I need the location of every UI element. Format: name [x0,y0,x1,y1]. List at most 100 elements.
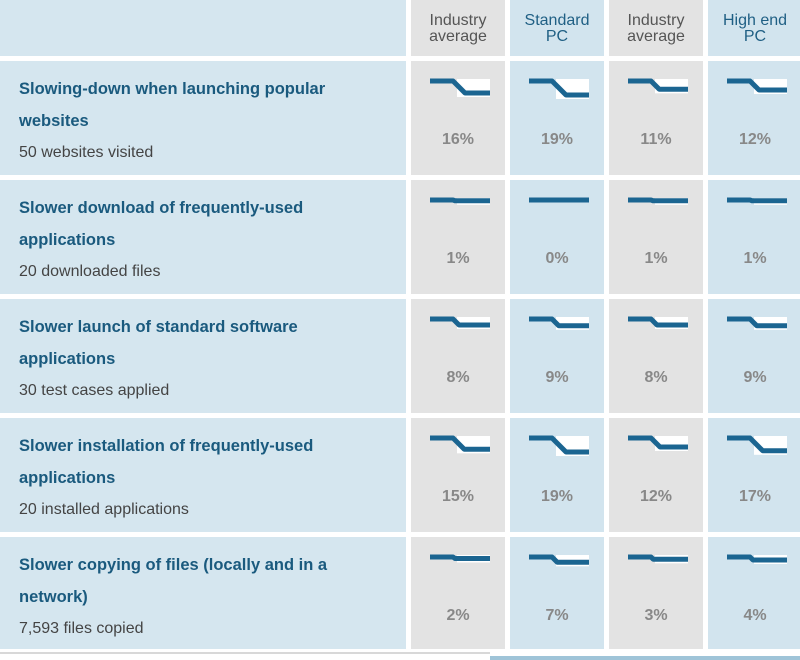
row-title-line1: Slower launch of standard software [19,318,298,336]
slowdown-line [529,316,589,329]
slowdown-line [430,554,490,561]
row-title-line1: Slower download of frequently-used [19,199,304,217]
percent-value: 12% [639,488,673,505]
row-subtitle: 30 test cases applied [19,382,170,399]
slowdown-line [628,316,688,328]
column-header-line2: PC [743,28,767,45]
slowdown-indicator-icon [727,197,787,205]
column-header-line2: average [627,28,685,45]
row-label: Slower download of frequently-used applic… [0,180,406,294]
value-cell: 19% [510,418,604,532]
percent-value: 9% [545,369,569,386]
slowdown-indicator-icon [628,316,688,329]
row-label: Slowing-down when launching popular websi… [0,61,406,175]
value-cell: 0% [510,180,604,294]
row-title: Slower download of frequently-used applic… [19,192,406,256]
header-corner [0,0,406,56]
slowdown-line [628,197,688,204]
slowdown-line [529,78,589,98]
percent-value: 7% [545,607,569,624]
column-header-line1: Standard [524,12,590,29]
slowdown-indicator-icon [628,78,688,94]
value-cell: 8% [609,299,703,413]
slowdown-line [430,78,490,96]
row-title-line2: websites [19,112,89,130]
slowdown-line [727,197,787,204]
slowdown-indicator-icon [430,554,490,563]
slowdown-indicator-icon [430,435,490,454]
row-title-line2: applications [19,350,116,368]
row-subtitle: 20 downloaded files [19,263,161,280]
slowdown-indicator-icon [529,554,589,567]
column-header-industry-average-2: Industry average [609,0,703,56]
column-header-line2: PC [545,28,569,45]
slowdown-line [430,316,490,328]
row-title: Slower copying of files (locally and in … [19,549,406,613]
slowdown-indicator-icon [529,78,589,99]
row-title-line2: applications [19,469,116,487]
row-subtitle: 7,593 files copied [19,620,144,637]
slowdown-indicator-icon [430,316,490,329]
percent-value: 19% [540,488,574,505]
row-title: Slower launch of standard software applic… [19,311,406,375]
slowdown-line [529,435,589,455]
percent-value: 16% [441,131,475,148]
percent-value: 1% [743,250,767,267]
row-label: Slower launch of standard software applic… [0,299,406,413]
slowdown-line [727,554,787,563]
percent-value: 17% [738,488,772,505]
value-cell: 9% [708,299,800,413]
bottom-divider-accent [490,656,800,660]
slowdown-indicator-icon [727,316,787,330]
value-cell: 1% [609,180,703,294]
row-title-line1: Slowing-down when launching popular [19,80,326,98]
percent-value: 0% [545,250,569,267]
slowdown-indicator-icon [628,554,688,564]
column-header-line2: average [429,28,487,45]
value-cell: 8% [411,299,505,413]
value-cell: 19% [510,61,604,175]
percent-value: 9% [743,369,767,386]
slowdown-line [628,554,688,562]
row-title: Slower installation of frequently-used ap… [19,430,406,494]
row-title-line2: network) [19,588,88,606]
percent-value: 3% [644,607,668,624]
percent-value: 11% [640,131,672,148]
percent-value: 15% [441,488,475,505]
slowdown-indicator-icon [628,435,688,451]
value-cell: 15% [411,418,505,532]
slowdown-indicator-icon [529,435,589,456]
value-cell: 17% [708,418,800,532]
percent-value: 8% [446,369,470,386]
slowdown-line [430,197,490,204]
slowdown-indicator-icon [430,78,490,97]
value-cell: 7% [510,537,604,649]
row-title-line1: Slower installation of frequently-used [19,437,314,455]
slowdown-line [727,78,787,93]
value-cell: 9% [510,299,604,413]
percent-value: 1% [644,250,668,267]
slowdown-line [628,435,688,450]
slowdown-indicator-icon [727,435,787,455]
slowdown-indicator-icon [727,78,787,94]
slowdown-indicator-icon [727,554,787,564]
row-label: Slower copying of files (locally and in … [0,537,406,649]
slowdown-indicator-icon [529,316,589,330]
value-cell: 12% [708,61,800,175]
slowdown-indicator-icon [628,197,688,205]
slowdown-line [529,554,589,565]
column-header-industry-average-1: Industry average [411,0,505,56]
column-header-line1: Industry [429,12,487,29]
row-title-line1: Slower copying of files (locally and in … [19,556,328,574]
row-subtitle: 20 installed applications [19,501,189,518]
row-title-line2: applications [19,231,116,249]
bottom-divider [0,652,490,654]
row-subtitle: 50 websites visited [19,144,154,161]
column-header-line1: Industry [627,12,685,29]
percent-value: 2% [446,607,470,624]
slowdown-line [727,316,787,329]
value-cell: 16% [411,61,505,175]
percent-value: 1% [446,250,470,267]
slowdown-line [430,435,490,452]
